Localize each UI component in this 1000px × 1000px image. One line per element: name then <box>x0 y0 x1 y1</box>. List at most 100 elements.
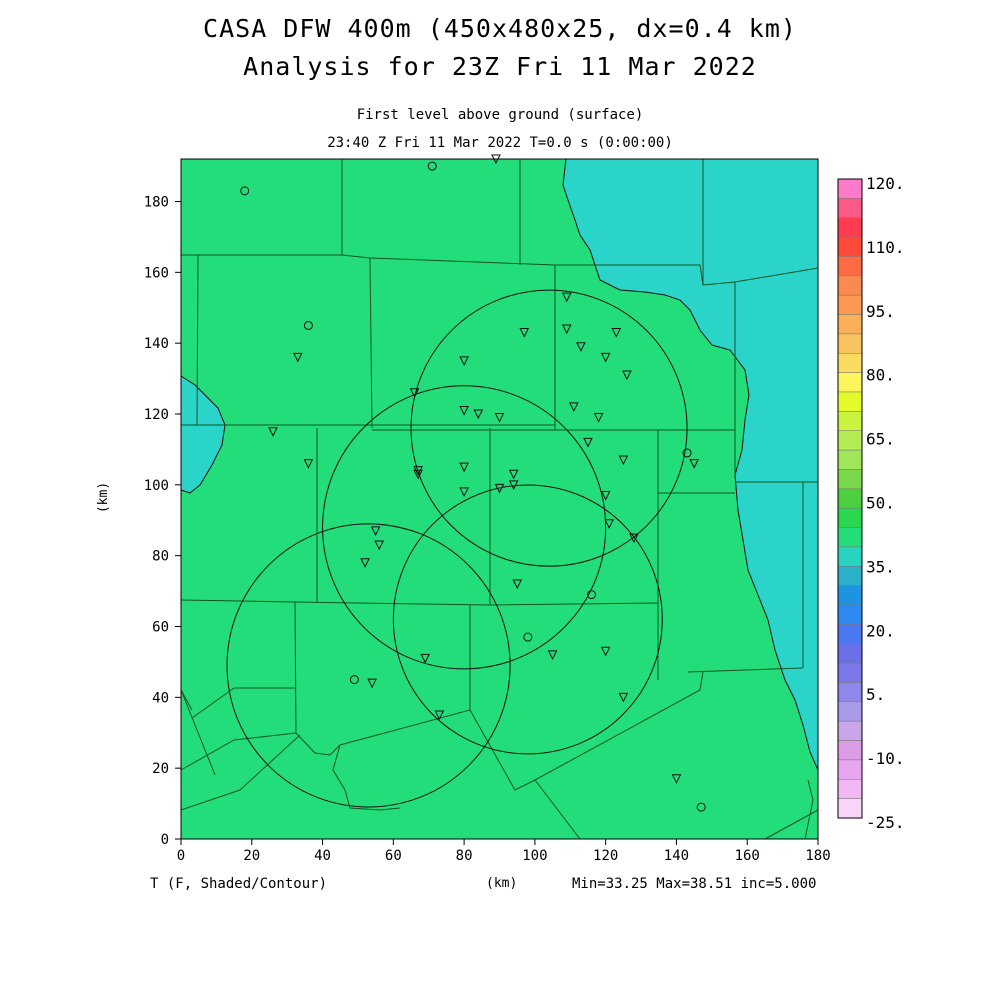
colorbar-label: 95. <box>866 302 895 321</box>
station-triangle-marker <box>629 533 639 544</box>
colorbar-swatch <box>837 314 863 335</box>
station-triangle-marker <box>689 459 699 469</box>
station-triangle-marker <box>600 646 611 657</box>
station-triangle-marker <box>611 328 622 338</box>
station-triangle-marker <box>576 342 586 352</box>
colorbar-frame <box>837 178 863 819</box>
station-triangle-marker <box>303 459 314 469</box>
colorbar-swatch <box>837 585 863 606</box>
x-tick-label: 0 <box>177 848 185 864</box>
station-triangle-marker <box>420 653 430 664</box>
y-tick-label: 20 <box>152 761 169 777</box>
colorbar-label: 80. <box>866 366 895 385</box>
colorbar-swatch <box>837 720 863 741</box>
colorbar-swatch <box>837 469 863 490</box>
colorbar-swatch <box>837 701 863 722</box>
colorbar-swatch <box>837 682 863 703</box>
station-triangle-marker <box>569 402 579 413</box>
y-axis: 0 20 40 60 80 100 120 140 160 180 <box>144 195 181 848</box>
y-tick-label: 120 <box>144 407 169 423</box>
colorbar-swatch <box>837 507 863 528</box>
colorbar-swatch <box>837 449 863 470</box>
radar-coverage-circle <box>226 523 511 808</box>
x-tick-label: 160 <box>735 848 760 864</box>
colorbar-swatch <box>837 411 863 431</box>
y-tick-label: 100 <box>144 478 169 494</box>
lake-region-east <box>562 158 819 771</box>
station-circle-marker <box>427 161 437 171</box>
lake-region-west <box>180 375 226 494</box>
chart-title: CASA DFW 400m (450x480x25, dx=0.4 km) <box>203 14 797 43</box>
station-triangle-marker <box>494 483 505 494</box>
colorbar-swatch <box>837 527 863 548</box>
level-label: First level above ground (surface) <box>356 107 644 123</box>
station-triangle-marker <box>374 540 384 551</box>
field-label: T (F, Shaded/Contour) <box>150 876 328 892</box>
colorbar-swatch <box>837 178 863 199</box>
station-triangle-marker <box>622 370 632 381</box>
station-circle-marker <box>349 675 359 685</box>
colorbar-label: 50. <box>866 494 895 513</box>
station-triangle-marker <box>561 324 572 335</box>
colorbar-swatch <box>837 759 863 780</box>
x-tick-label: 140 <box>664 848 689 864</box>
plot-frame <box>180 158 819 840</box>
station-triangle-marker <box>508 469 519 480</box>
station-triangle-marker <box>459 405 469 416</box>
time-label: 23:40 Z Fri 11 Mar 2022 T=0.0 s (0:00:00… <box>327 135 673 151</box>
y-tick-label: 80 <box>152 549 169 565</box>
station-circle-marker <box>523 632 533 642</box>
colorbar-label: 65. <box>866 430 895 449</box>
colorbar-label: -10. <box>866 749 905 768</box>
station-triangle-marker <box>434 710 445 721</box>
station-triangle-marker <box>268 427 278 437</box>
colorbar-swatch <box>837 604 863 625</box>
station-triangle-marker <box>370 526 381 536</box>
colorbar-label: 5. <box>866 685 885 704</box>
x-tick-label: 40 <box>314 848 331 864</box>
colorbar-swatch <box>837 198 863 218</box>
y-unit-label: (km) <box>96 481 112 514</box>
colorbar-swatch <box>837 217 863 238</box>
station-circle-marker <box>587 590 597 600</box>
radar-coverage-circle <box>410 289 688 567</box>
colorbar-swatch <box>837 566 863 586</box>
station-triangle-marker <box>593 413 604 423</box>
station-triangle-marker <box>494 413 505 423</box>
colorbar-swatch <box>837 798 863 819</box>
station-circle-marker <box>303 320 313 330</box>
colorbar-swatch <box>837 256 863 277</box>
station-triangle-marker <box>360 558 370 568</box>
x-tick-label: 20 <box>243 848 260 864</box>
station-circle-marker <box>240 186 250 196</box>
colorbar-swatch <box>837 275 863 296</box>
colorbar-label: 120. <box>866 174 905 193</box>
station-triangle-marker <box>583 437 593 448</box>
colorbar-swatch <box>837 372 863 393</box>
station-markers-group <box>240 154 706 812</box>
station-triangle-marker <box>459 487 469 498</box>
station-triangle-marker <box>508 480 519 490</box>
colorbar-swatch <box>837 430 863 451</box>
radar-coverage-group <box>226 289 688 808</box>
radar-coverage-circle <box>392 484 663 755</box>
station-triangle-marker <box>618 692 629 703</box>
colorbar-swatch <box>837 488 863 509</box>
y-tick-label: 180 <box>144 195 169 211</box>
colorbar: 120. 110. 95. 80. 65. 50. 35. 20. 5. -10. -25. <box>837 174 905 832</box>
station-triangle-marker <box>367 678 377 689</box>
colorbar-label: -25. <box>866 813 905 832</box>
y-tick-label: 160 <box>144 265 169 281</box>
stats-label: Min=33.25 Max=38.51 inc=5.000 <box>572 876 817 892</box>
x-tick-label: 80 <box>456 848 473 864</box>
station-triangle-marker <box>459 462 469 473</box>
colorbar-swatch <box>837 662 863 683</box>
x-tick-label: 60 <box>385 848 402 864</box>
station-triangle-marker <box>547 650 558 660</box>
station-triangle-marker <box>413 469 423 480</box>
colorbar-swatch <box>837 333 863 354</box>
y-tick-label: 140 <box>144 336 169 352</box>
x-unit-label: (km) <box>486 876 518 891</box>
station-circle-marker <box>696 802 706 812</box>
